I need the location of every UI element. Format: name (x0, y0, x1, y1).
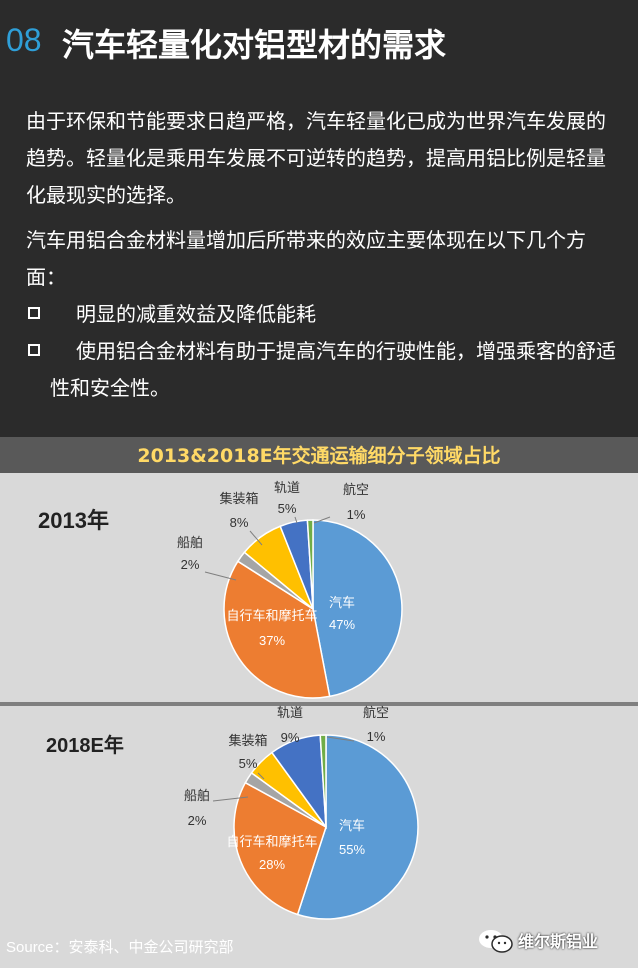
wechat-icon (479, 930, 513, 953)
leader-line (257, 772, 265, 780)
slice-name-label: 汽车 (329, 595, 355, 611)
chart-panel: 2013&2018E年交通运输细分子领域占比 2013年 2018E年 汽车 47… (0, 437, 638, 968)
slice-name-label: 集装箱 (228, 733, 267, 749)
slice-name-label: 自行车和摩托车 (226, 608, 317, 624)
pie-slice-2018e-0 (296, 734, 419, 920)
slice-name-label: 集装箱 (219, 491, 258, 507)
pie-charts-svg: 汽车 47% 自行车和摩托车 37% 船舶 2% 集装箱 8% 轨道 5% 航空 1% 汽车 55% 自行车… (177, 481, 419, 920)
slice-name-label: 轨道 (277, 706, 303, 721)
watermark-text: 维尔斯铝业 (518, 932, 599, 951)
leader-line (204, 571, 237, 581)
leader-line (249, 530, 263, 546)
slice-name-label: 汽车 (339, 818, 365, 834)
page-title: 汽车轻量化对铝型材的需求 (62, 26, 447, 64)
header: 08 汽车轻量化对铝型材的需求 (0, 0, 638, 90)
slice-percent-label: 55% (339, 842, 365, 857)
slice-percent-label: 1% (367, 729, 386, 744)
slice-percent-label: 9% (281, 730, 300, 745)
square-bullet-icon (28, 344, 40, 356)
bullet-text: 使用铝合金材料有助于提高汽车的行驶性能，增强乘客的舒适性和安全性。 (50, 339, 616, 400)
bullet-item: 明显的减重效益及降低能耗 (26, 296, 616, 333)
slice-percent-label: 2% (181, 557, 200, 572)
slice-percent-label: 8% (230, 515, 249, 530)
intro-paragraph-2: 汽车用铝合金材料量增加后所带来的效应主要体现在以下几个方面： (26, 228, 586, 289)
slice-name-label: 轨道 (274, 481, 300, 496)
bullet-text: 明显的减重效益及降低能耗 (76, 302, 316, 326)
intro-text: 由于环保和节能要求日趋严格，汽车轻量化已成为世界汽车发展的趋势。轻量化是乘用车发… (26, 103, 616, 407)
slice-percent-label: 5% (239, 756, 258, 771)
intro-paragraph-1: 由于环保和节能要求日趋严格，汽车轻量化已成为世界汽车发展的趋势。轻量化是乘用车发… (26, 109, 606, 207)
square-bullet-icon (28, 307, 40, 319)
pie-slice-2013-1 (223, 560, 331, 699)
leader-line (313, 516, 331, 524)
slice-name-label: 航空 (343, 482, 369, 498)
leader-line (212, 796, 249, 802)
leader-line (326, 736, 355, 742)
section-number: 08 (6, 22, 42, 58)
pie-slice-2018e-5 (319, 734, 327, 828)
slice-percent-label: 5% (278, 501, 297, 516)
slice-percent-label: 2% (188, 813, 207, 828)
bullet-item: 使用铝合金材料有助于提高汽车的行驶性能，增强乘客的舒适性和安全性。 (26, 333, 616, 407)
chart-divider (0, 702, 638, 706)
year-label-2018e: 2018E年 (46, 735, 124, 757)
chart-title: 2013&2018E年交通运输细分子领域占比 (137, 445, 501, 467)
slice-name-label: 船舶 (177, 535, 203, 551)
leader-line (294, 516, 298, 524)
slice-percent-label: 37% (259, 633, 285, 648)
watermark: 维尔斯铝业 (478, 922, 628, 960)
pie-slice-2013-5 (306, 519, 314, 610)
slice-name-label: 自行车和摩托车 (226, 834, 317, 850)
year-label-2013: 2013年 (38, 508, 109, 533)
slice-percent-label: 28% (259, 857, 285, 872)
slice-name-label: 航空 (363, 705, 389, 721)
chart-title-band: 2013&2018E年交通运输细分子领域占比 (0, 437, 638, 473)
pie-slice-2013-0 (312, 519, 403, 698)
slice-percent-label: 47% (329, 617, 355, 632)
slice-name-label: 船舶 (184, 788, 210, 804)
source-note: Source：安泰科、中金公司研究部 (6, 939, 234, 956)
slice-percent-label: 1% (347, 507, 366, 522)
